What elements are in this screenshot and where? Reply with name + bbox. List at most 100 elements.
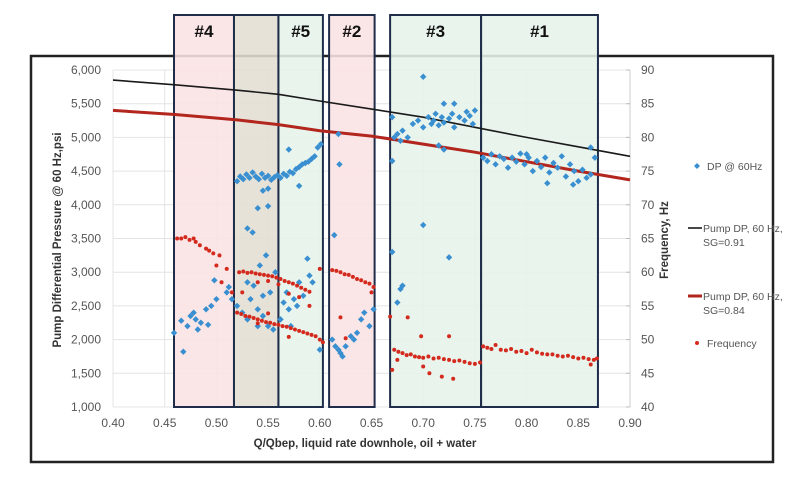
frequency-point [346, 272, 351, 277]
y-tick-label: 5,500 [71, 97, 101, 111]
frequency-point [282, 278, 287, 283]
frequency-point [586, 357, 591, 362]
frequency-point [431, 356, 436, 361]
dp-point [575, 178, 582, 185]
dp-point [420, 124, 427, 131]
dp-point [569, 181, 577, 188]
y2-tick-label: 75 [641, 164, 655, 178]
y2-tick-label: 90 [641, 63, 655, 77]
dp-point [587, 144, 594, 151]
dp-point [285, 306, 292, 313]
frequency-point [330, 268, 335, 273]
frequency-point [259, 318, 264, 323]
frequency-point [581, 355, 586, 360]
frequency-point [241, 269, 246, 274]
curve-line [112, 108, 631, 182]
frequency-point [591, 357, 596, 362]
frequency-point [338, 315, 343, 320]
frequency-point [457, 358, 462, 363]
y2-tick-label: 85 [641, 97, 655, 111]
frequency-point [266, 311, 271, 316]
frequency-point [392, 347, 397, 352]
zone-label: #4 [195, 22, 214, 41]
frequency-point [405, 315, 410, 320]
dp-point [570, 167, 578, 175]
dp-point [204, 321, 212, 328]
frequency-point [342, 272, 347, 277]
y2-tick-label: 60 [641, 265, 655, 279]
frequency-point [219, 280, 224, 285]
dp-point [187, 312, 194, 320]
frequency-point [388, 314, 393, 319]
frequency-point [417, 355, 422, 360]
dp-point [190, 309, 197, 316]
dp-point [254, 306, 261, 313]
dp-point [277, 174, 284, 182]
zone-box [480, 14, 599, 408]
dp-point [244, 225, 251, 232]
frequency-point [239, 311, 244, 316]
dp-point [339, 353, 346, 360]
dp-point [492, 161, 499, 168]
frequency-point [359, 278, 364, 283]
dp-point [517, 150, 524, 157]
dp-point [254, 204, 261, 212]
dp-point [445, 115, 453, 122]
dp-point [435, 122, 442, 129]
frequency-point [286, 280, 291, 285]
frequency-point [350, 274, 355, 279]
dp-point [305, 158, 312, 165]
dp-point [259, 187, 267, 194]
frequency-point [193, 239, 198, 244]
x-tick-label: 0.50 [205, 416, 229, 430]
zone-label: #1 [530, 22, 549, 41]
frequency-point [485, 345, 490, 350]
frequency-point [481, 344, 486, 349]
dp-point [432, 110, 439, 118]
dp-point [579, 166, 586, 173]
dp-point [213, 295, 220, 303]
dp-point [277, 316, 284, 323]
dp-point [394, 299, 401, 306]
legend-label: Pump DP, 60 Hz, [703, 291, 783, 303]
frequency-point [179, 236, 184, 241]
frequency-point [303, 287, 308, 292]
dp-point [533, 157, 541, 165]
dp-point [399, 127, 406, 134]
frequency-point [191, 236, 196, 241]
dp-point [259, 292, 267, 299]
legend-label: SG=0.91 [703, 237, 745, 249]
dp-point [456, 113, 463, 121]
dp-point [208, 302, 215, 310]
data-points [170, 73, 599, 381]
dp-point [289, 169, 297, 177]
dp-point [266, 289, 274, 296]
dp-point [521, 161, 528, 168]
frequency-point [509, 347, 514, 352]
dp-point [255, 175, 262, 183]
dp-point [448, 110, 456, 118]
dp-point [591, 154, 599, 161]
y-tick-label: 1,500 [71, 366, 101, 380]
dp-point [244, 279, 251, 286]
dp-point [259, 312, 267, 320]
frequency-point [286, 334, 291, 339]
dp-point [388, 113, 396, 121]
dp-point [537, 163, 545, 171]
dp-point [250, 282, 257, 289]
dp-point [420, 73, 427, 80]
dp-point [504, 164, 512, 171]
frequency-point [207, 248, 212, 253]
dp-point [409, 120, 417, 128]
dp-point [397, 137, 404, 144]
frequency-point [427, 371, 432, 376]
y2-tick-label: 40 [641, 400, 655, 414]
frequency-point [367, 281, 372, 286]
frequency-point [514, 349, 519, 354]
frequency-point [421, 364, 426, 369]
y-axis-label: Pump Differential Pressure @ 60 Hz,psi [52, 132, 64, 347]
dp-point [247, 295, 254, 303]
zone-box [277, 14, 324, 408]
frequency-point [489, 347, 494, 352]
dp-point [542, 154, 549, 161]
